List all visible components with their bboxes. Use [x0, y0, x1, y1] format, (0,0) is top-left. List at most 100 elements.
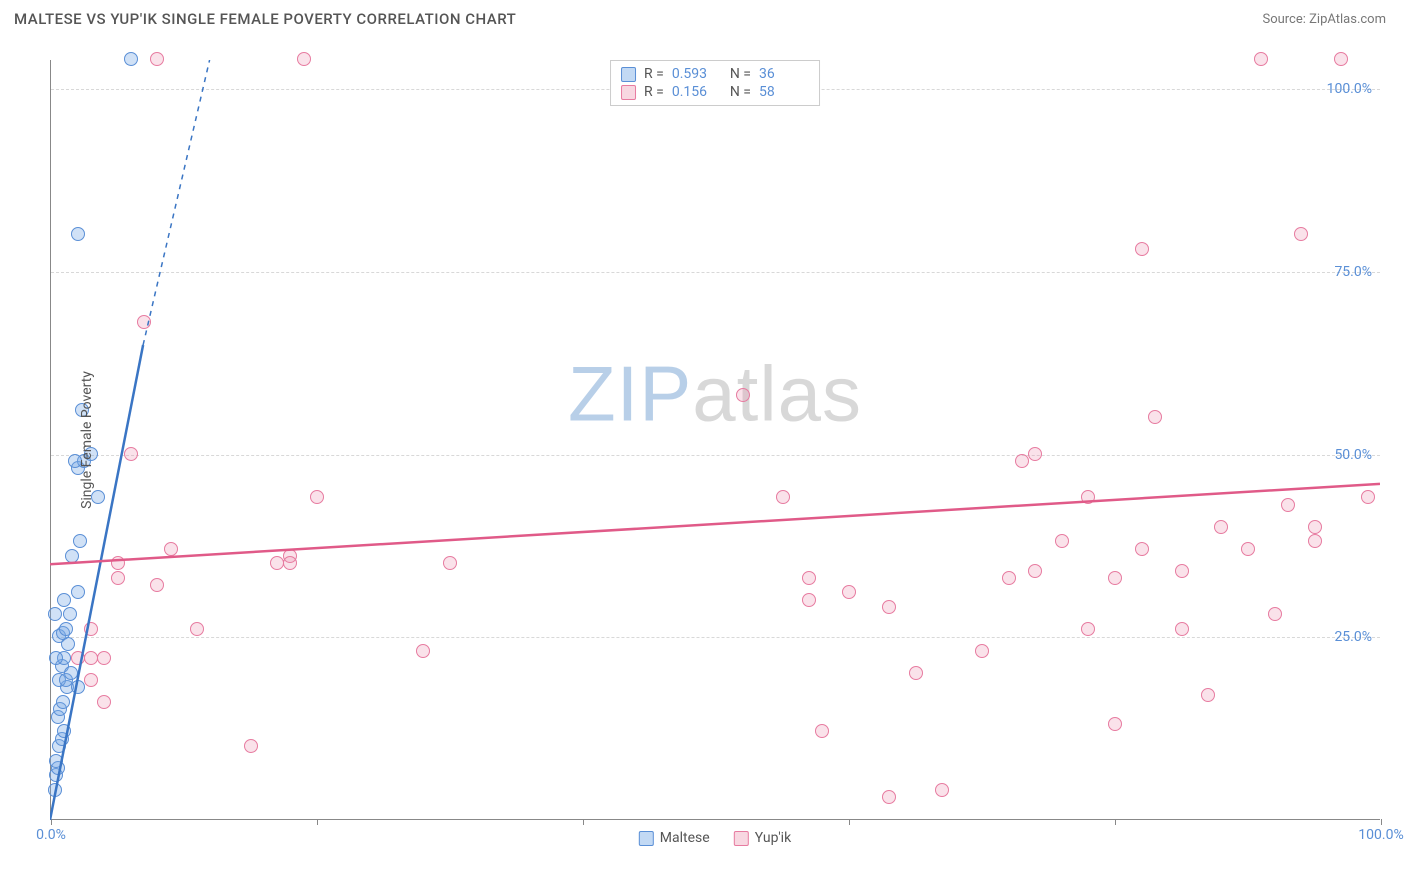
data-point: [111, 571, 125, 585]
legend-swatch: [621, 85, 636, 100]
data-point: [1281, 498, 1295, 512]
data-point: [270, 556, 284, 570]
data-point: [736, 388, 750, 402]
data-point: [776, 490, 790, 504]
data-point: [1294, 227, 1308, 241]
data-point: [56, 695, 70, 709]
data-point: [1241, 542, 1255, 556]
chart-title: MALTESE VS YUP'IK SINGLE FEMALE POVERTY …: [14, 10, 516, 28]
data-point: [244, 739, 258, 753]
data-point: [1361, 490, 1375, 504]
y-tick-label: 25.0%: [1334, 629, 1372, 645]
x-tick: [583, 819, 584, 825]
legend-swatch: [621, 67, 636, 82]
data-point: [65, 549, 79, 563]
data-point: [97, 651, 111, 665]
data-point: [73, 534, 87, 548]
data-point: [59, 622, 73, 636]
x-tick: [317, 819, 318, 825]
stat-n-value: 58: [759, 84, 809, 100]
data-point: [137, 315, 151, 329]
data-point: [975, 644, 989, 658]
data-point: [1308, 520, 1322, 534]
y-axis-title: Single Female Poverty: [79, 371, 95, 509]
data-point: [802, 571, 816, 585]
data-point: [71, 585, 85, 599]
data-point: [1002, 571, 1016, 585]
data-point: [1334, 52, 1348, 66]
data-point: [1175, 622, 1189, 636]
data-point: [84, 673, 98, 687]
data-point: [57, 593, 71, 607]
data-point: [84, 622, 98, 636]
data-point: [71, 227, 85, 241]
y-tick-label: 50.0%: [1334, 447, 1372, 463]
data-point: [57, 724, 71, 738]
data-point: [1135, 242, 1149, 256]
gridline-h: [51, 272, 1380, 273]
data-point: [1268, 607, 1282, 621]
legend-item: Maltese: [639, 830, 710, 846]
data-point: [1108, 717, 1122, 731]
data-point: [802, 593, 816, 607]
data-point: [63, 607, 77, 621]
data-point: [935, 783, 949, 797]
stats-legend-box: R = 0.593 N = 36 R = 0.156 N = 58: [610, 60, 820, 106]
data-point: [49, 651, 63, 665]
stat-n-value: 36: [759, 66, 809, 82]
stat-n-label: N =: [730, 66, 751, 82]
data-point: [150, 578, 164, 592]
data-point: [150, 52, 164, 66]
data-point: [48, 607, 62, 621]
data-point: [1081, 622, 1095, 636]
data-point: [1055, 534, 1069, 548]
data-point: [1201, 688, 1215, 702]
stat-r-value: 0.593: [672, 66, 722, 82]
data-point: [164, 542, 178, 556]
data-point: [297, 52, 311, 66]
gridline-h: [51, 637, 1380, 638]
data-point: [283, 556, 297, 570]
data-point: [1135, 542, 1149, 556]
data-point: [1015, 454, 1029, 468]
gridline-h: [51, 455, 1380, 456]
data-point: [1175, 564, 1189, 578]
x-tick: [1381, 819, 1382, 825]
data-point: [443, 556, 457, 570]
y-tick-label: 75.0%: [1334, 264, 1372, 280]
data-point: [97, 695, 111, 709]
legend-item: Yup'ik: [734, 830, 791, 846]
series-legend: Maltese Yup'ik: [639, 830, 791, 846]
stats-row: R = 0.156 N = 58: [621, 83, 809, 101]
x-tick: [849, 819, 850, 825]
stat-r-label: R =: [644, 84, 664, 100]
source-label: Source: ZipAtlas.com: [1262, 12, 1386, 27]
data-point: [1028, 447, 1042, 461]
data-point: [1254, 52, 1268, 66]
data-point: [124, 52, 138, 66]
stats-row: R = 0.593 N = 36: [621, 65, 809, 83]
data-point: [71, 680, 85, 694]
x-tick: [1115, 819, 1116, 825]
x-tick: [51, 819, 52, 825]
data-point: [1081, 490, 1095, 504]
x-tick-label: 100.0%: [1358, 827, 1403, 843]
data-point: [64, 666, 78, 680]
data-point: [71, 651, 85, 665]
stat-r-value: 0.156: [672, 84, 722, 100]
data-point: [84, 651, 98, 665]
legend-label: Maltese: [660, 830, 710, 846]
legend-swatch: [734, 831, 749, 846]
data-point: [124, 447, 138, 461]
data-point: [1148, 410, 1162, 424]
chart-plot-area: ZIPatlas 25.0%50.0%75.0%100.0%0.0%100.0%…: [50, 60, 1380, 820]
data-point: [49, 754, 63, 768]
stat-r-label: R =: [644, 66, 664, 82]
data-point: [815, 724, 829, 738]
plot-region: 25.0%50.0%75.0%100.0%0.0%100.0%: [50, 60, 1380, 820]
stat-n-label: N =: [730, 84, 751, 100]
data-point: [882, 600, 896, 614]
data-point: [310, 490, 324, 504]
data-point: [48, 783, 62, 797]
data-point: [909, 666, 923, 680]
